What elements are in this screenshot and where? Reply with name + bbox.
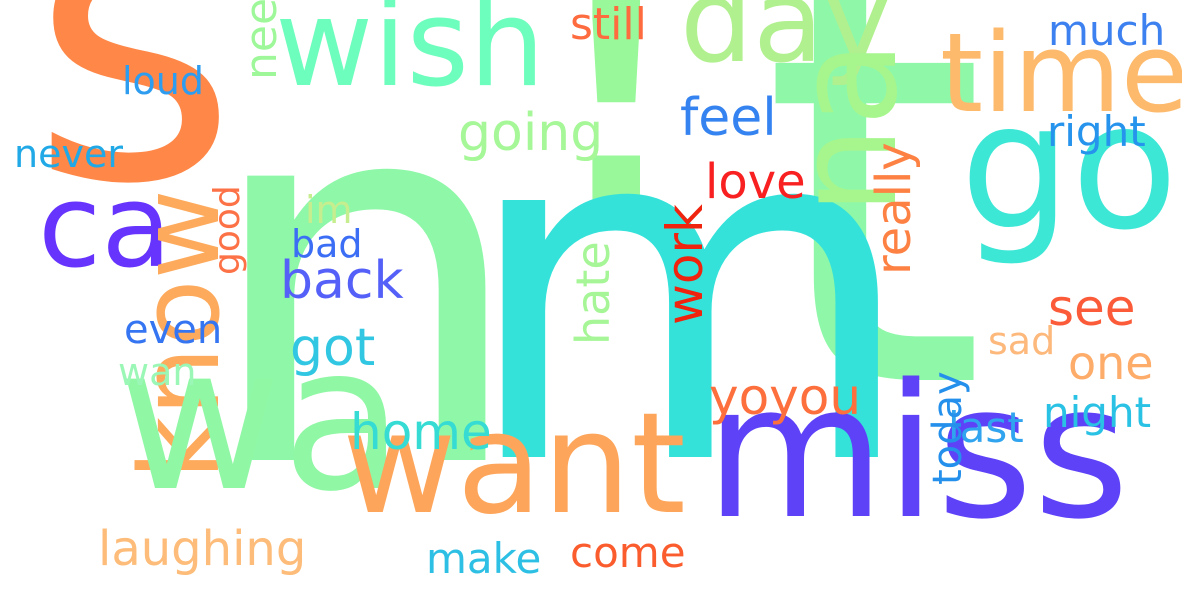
word-night: night: [1043, 388, 1152, 437]
word-go: go: [960, 66, 1179, 269]
word-right: right: [1047, 107, 1146, 156]
word-loud: loud: [122, 59, 205, 103]
word-wan: wan: [118, 350, 197, 394]
word-n: n: [200, 0, 530, 583]
word-make: make: [426, 534, 542, 583]
word-going: going: [458, 103, 604, 163]
word-got: got: [290, 318, 376, 378]
word-m: m: [460, 21, 918, 568]
word-never: never: [14, 132, 123, 176]
word-still: still: [570, 0, 647, 50]
word-miss: miss: [705, 344, 1130, 560]
word-ca: ca: [38, 160, 172, 294]
word-even: even: [124, 307, 223, 353]
word-yoyou: yoyou: [709, 368, 862, 426]
word-bad: bad: [291, 222, 363, 266]
word-last: last: [948, 403, 1024, 452]
word-need: need: [236, 0, 287, 80]
word-laughing: laughing: [98, 521, 307, 577]
word-see: see: [1048, 279, 1136, 337]
word-much: much: [1048, 6, 1166, 55]
word-exclamation: !: [520, 0, 713, 329]
word-hate: hate: [566, 241, 620, 345]
word-sad: sad: [988, 319, 1056, 363]
word-day: day: [680, 0, 892, 89]
word-home: home: [350, 403, 492, 461]
word-good: good: [207, 185, 248, 275]
word-feel: feel: [680, 88, 777, 148]
word-back: back: [280, 251, 404, 311]
word-s: s: [30, 0, 239, 272]
word-one: one: [1068, 336, 1154, 390]
word-today: today: [925, 371, 971, 485]
word-want: want: [342, 383, 686, 546]
word-wa: wa: [118, 303, 405, 536]
word-im: im: [305, 188, 353, 232]
word-time: time: [940, 9, 1182, 137]
word-come: come: [570, 528, 686, 577]
word-work: work: [656, 204, 714, 325]
word-wish: wish: [275, 0, 546, 114]
word-love: love: [705, 154, 806, 210]
word-really: really: [866, 142, 922, 275]
word-t: t: [760, 0, 988, 517]
